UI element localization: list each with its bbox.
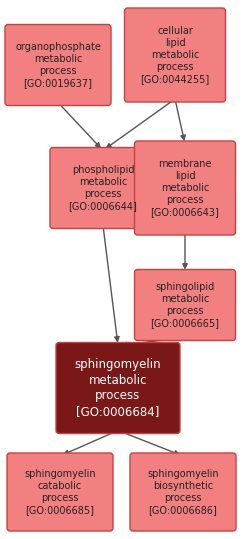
Text: sphingomyelin
catabolic
process
[GO:0006685]: sphingomyelin catabolic process [GO:0006…	[24, 469, 96, 515]
FancyBboxPatch shape	[135, 270, 235, 341]
Text: membrane
lipid
metabolic
process
[GO:0006643]: membrane lipid metabolic process [GO:000…	[151, 159, 219, 217]
FancyBboxPatch shape	[124, 8, 226, 102]
FancyBboxPatch shape	[130, 453, 236, 531]
FancyBboxPatch shape	[50, 148, 156, 229]
Text: cellular
lipid
metabolic
process
[GO:0044255]: cellular lipid metabolic process [GO:004…	[140, 26, 210, 84]
Text: organophosphate
metabolic
process
[GO:0019637]: organophosphate metabolic process [GO:00…	[15, 42, 101, 88]
Text: sphingomyelin
metabolic
process
[GO:0006684]: sphingomyelin metabolic process [GO:0006…	[75, 358, 161, 418]
Text: phospholipid
metabolic
process
[GO:0006644]: phospholipid metabolic process [GO:00066…	[69, 165, 138, 211]
FancyBboxPatch shape	[5, 24, 111, 106]
FancyBboxPatch shape	[135, 141, 235, 235]
FancyBboxPatch shape	[56, 342, 180, 433]
Text: sphingolipid
metabolic
process
[GO:0006665]: sphingolipid metabolic process [GO:00066…	[151, 282, 219, 328]
FancyBboxPatch shape	[7, 453, 113, 531]
Text: sphingomyelin
biosynthetic
process
[GO:0006686]: sphingomyelin biosynthetic process [GO:0…	[147, 469, 219, 515]
